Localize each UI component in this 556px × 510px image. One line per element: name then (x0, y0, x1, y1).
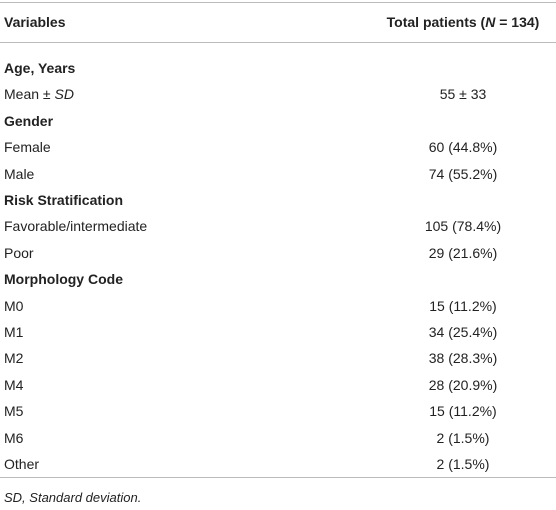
row-value: 105 (78.4%) (424, 218, 502, 235)
row-value: 60 (44.8%) (428, 139, 498, 156)
top-rule (0, 2, 556, 3)
footnote: SD, Standard deviation. (4, 490, 142, 505)
row-label: M6 (4, 429, 24, 446)
row-label: M4 (4, 376, 24, 393)
text: = 134) (495, 14, 540, 30)
italic-text: SD (54, 86, 74, 103)
text: Mean ± (4, 86, 55, 103)
row-label: Male (4, 165, 35, 182)
section-title: Risk Stratification (4, 192, 124, 208)
row-value: 15 (11.2%) (429, 297, 497, 314)
header-total: Total patients (N = 134) (370, 13, 556, 31)
row-label: M5 (4, 403, 24, 420)
row-value: 38 (28.3%) (428, 350, 498, 367)
row-value: 2 (1.5%) (436, 456, 490, 472)
section-title: Morphology Code (4, 271, 123, 288)
row-label: Favorable/intermediate (4, 218, 148, 235)
bottom-rule (0, 477, 556, 478)
row-label: Other (4, 456, 40, 472)
header-variable: Variables (4, 14, 66, 30)
row-label: M1 (4, 324, 24, 340)
row-value: 74 (55.2%) (428, 165, 498, 182)
italic-text: N (485, 14, 496, 30)
text: Total patients ( (386, 14, 486, 30)
header-rule (0, 42, 556, 43)
row-label: Female (4, 139, 51, 156)
section-title: Gender (4, 112, 54, 129)
row-label: Mean ± SD (4, 85, 74, 103)
row-value: 2 (1.5%) (436, 429, 490, 446)
row-value: 28 (20.9%) (428, 376, 498, 393)
row-label: Poor (4, 244, 34, 261)
section-title: Age, Years (4, 60, 76, 76)
row-value: 29 (21.6%) (428, 244, 498, 261)
row-value: 34 (25.4%) (428, 324, 498, 340)
row-value: 55 ± 33 (439, 86, 487, 103)
row-label: M0 (4, 297, 24, 314)
row-value: 15 (11.2%) (429, 403, 497, 420)
row-label: M2 (4, 350, 24, 367)
